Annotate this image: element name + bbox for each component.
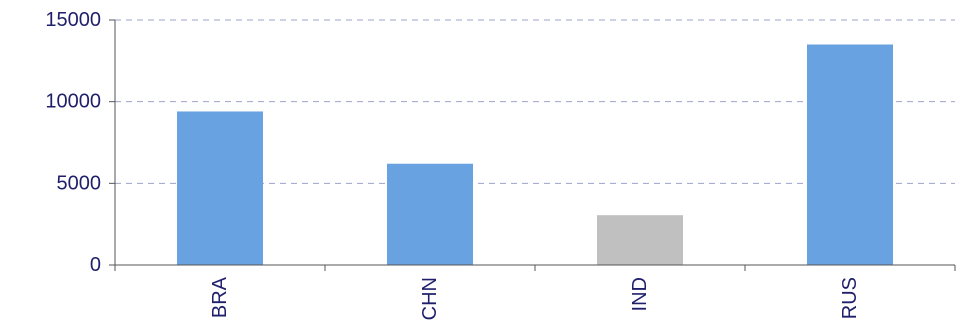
bar-rus	[807, 44, 893, 265]
bar-ind	[597, 215, 683, 265]
y-tick-label-0: 0	[90, 254, 101, 276]
x-tick-label-ind: IND	[629, 277, 651, 311]
y-tick-label-10000: 10000	[45, 91, 101, 113]
axes	[109, 19, 956, 271]
bars	[177, 44, 893, 265]
x-tick-label-chn: CHN	[419, 277, 441, 320]
bar-chn	[387, 163, 473, 265]
gridlines	[115, 19, 955, 184]
x-tick-label-bra: BRA	[209, 276, 231, 318]
bar-bra	[177, 111, 263, 265]
x-tick-labels: BRA CHN IND RUS	[209, 276, 861, 320]
y-tick-label-5000: 5000	[57, 172, 102, 194]
x-tick-label-rus: RUS	[839, 277, 861, 319]
y-tick-label-15000: 15000	[45, 9, 101, 31]
y-tick-labels: 0 5000 10000 15000	[45, 9, 101, 276]
